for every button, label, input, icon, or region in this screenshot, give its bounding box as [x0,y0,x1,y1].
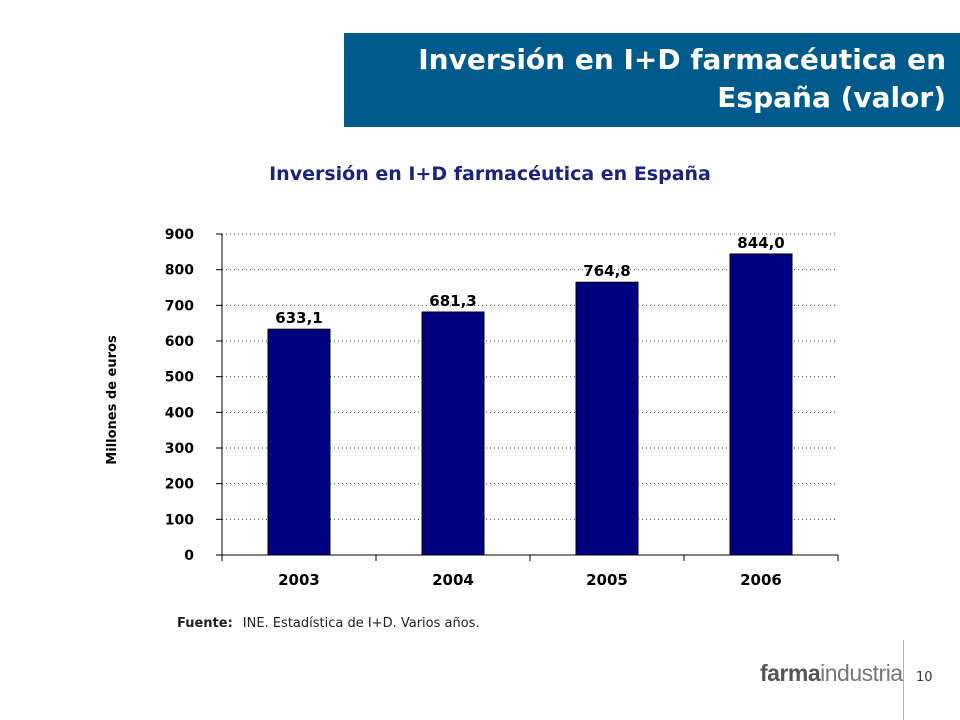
grid-lines [222,233,838,520]
x-tick-label-2004: 2004 [432,571,474,589]
data-label-2006: 844,0 [737,234,784,252]
bar-2003 [267,328,331,556]
y-tick-label-300: 300 [165,441,194,457]
chart-title: Inversión en I+D farmacéutica en España [269,163,711,185]
source-note: Fuente: INE. Estadística de I+D. Varios a… [177,616,480,631]
y-tick-label-900: 900 [165,227,194,243]
page-number: 10 [916,670,933,685]
source-label: Fuente: [177,616,233,631]
y-axis-label: Millones de euros [105,335,120,465]
slide-title-line1: Inversión en I+D farmacéutica en [418,43,946,76]
y-tick-label-700: 700 [165,298,194,314]
x-tick-label-2005: 2005 [586,571,628,589]
y-tick-label-800: 800 [165,263,194,279]
data-label-2005: 764,8 [583,262,630,280]
title-banner: Inversión en I+D farmacéutica en España … [344,33,960,127]
y-tick-label-200: 200 [165,477,194,493]
footer-divider [903,640,904,720]
bar-2004 [421,311,485,556]
source-text: INE. Estadística de I+D. Varios años. [242,616,480,631]
logo-text-farma: farma [760,660,821,686]
data-label-2004: 681,3 [429,292,476,310]
y-tick-label-100: 100 [165,512,194,528]
y-tick-label-500: 500 [165,370,194,386]
x-tick-label-2006: 2006 [740,571,782,589]
labels: 0 100 200 300 400 500 600 700 800 900 633,1 2003 681… [105,227,785,589]
bar-2006 [729,253,793,556]
y-tick-label-0: 0 [184,548,194,564]
y-tick-label-400: 400 [165,405,194,421]
x-tick-label-2003: 2003 [278,571,320,589]
bar-2005 [575,281,639,556]
bars [267,253,793,556]
data-label-2003: 633,1 [275,309,322,327]
farmaindustria-logo: farmaindustria [760,660,903,687]
y-tick-label-600: 600 [165,334,194,350]
logo-text-industria: industria [820,660,903,686]
slide-title-line2: España (valor) [717,81,946,114]
